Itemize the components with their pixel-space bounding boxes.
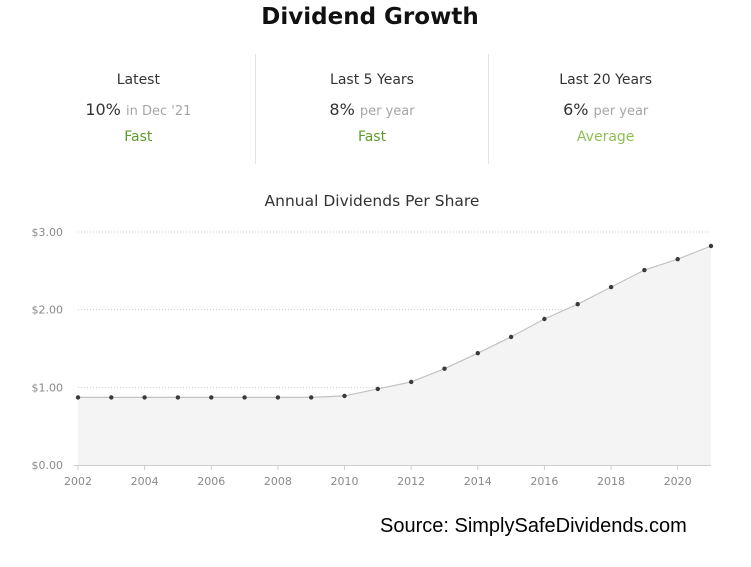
stat-rating: Fast	[357, 129, 387, 145]
data-point	[642, 267, 647, 273]
stat-value-row: 10% in Dec '21	[22, 100, 255, 120]
chart-title: Annual Dividends Per Share	[264, 192, 480, 210]
data-point	[542, 316, 547, 322]
data-point	[275, 395, 281, 400]
x-tick-label: 2002	[64, 475, 92, 488]
stat-label: Last 5 Years	[330, 72, 414, 88]
stat-value-row: 6% per year	[489, 100, 722, 120]
data-point	[342, 393, 347, 399]
y-tick-label: $2.00	[32, 304, 64, 317]
x-tick-label: 2006	[197, 475, 225, 488]
y-tick-label: $0.00	[32, 459, 64, 472]
y-tick-label: $1.00	[32, 381, 64, 394]
x-tick-label: 2012	[397, 475, 425, 488]
stat-rating: Average	[576, 129, 635, 145]
data-point	[142, 395, 147, 400]
data-point	[75, 395, 81, 400]
stat-value-row: 8% per year	[256, 100, 489, 120]
data-point	[209, 395, 214, 400]
data-point	[409, 379, 414, 385]
data-point	[608, 284, 614, 290]
data-point	[442, 366, 447, 371]
x-tick-label: 2016	[530, 475, 558, 488]
stat-suffix: per year	[593, 104, 649, 119]
stat-last-20-years: Last 20 Years 6% per year Average	[488, 54, 722, 164]
stat-last-5-years: Last 5 Years 8% per year Fast	[254, 54, 489, 164]
series-line	[78, 245, 712, 398]
stat-suffix: in Dec '21	[125, 104, 192, 119]
x-tick-label: 2008	[264, 475, 292, 488]
x-tick-label: 2014	[464, 475, 492, 488]
stat-suffix: per year	[359, 104, 415, 119]
series-area	[78, 246, 711, 465]
stat-rating: Fast	[124, 129, 153, 145]
data-point	[242, 395, 247, 400]
data-point	[375, 386, 380, 392]
stat-latest: Latest 10% in Dec '21 Fast	[22, 54, 255, 164]
data-point	[109, 395, 114, 400]
x-tick-label: 2020	[664, 475, 692, 488]
y-tick-label: $3.00	[32, 226, 64, 239]
x-tick-label: 2018	[597, 475, 625, 488]
data-point	[675, 257, 680, 262]
data-point	[309, 395, 314, 400]
stat-label: Latest	[116, 72, 160, 88]
data-point	[475, 351, 480, 356]
x-tick-label: 2010	[331, 475, 359, 488]
annual-dividends-chart: $0.00 $1.00 $2.00 $3.00 2002 2004 2006 2008 2010…	[32, 226, 714, 488]
stat-value: 10%	[85, 100, 121, 119]
stat-label: Last 20 Years	[559, 72, 653, 88]
data-point	[508, 334, 514, 340]
source-credit: Source: SimplySafeDividends.com	[380, 515, 687, 537]
data-point	[708, 243, 714, 249]
dividend-stats-panel: Latest 10% in Dec '21 Fast Last 5 Years …	[22, 54, 722, 164]
page-title: Dividend Growth	[261, 4, 479, 30]
stat-value: 8%	[329, 100, 355, 119]
stat-value: 6%	[563, 100, 589, 119]
data-point	[575, 302, 580, 307]
x-tick-label: 2004	[131, 475, 159, 488]
data-point	[175, 395, 181, 400]
